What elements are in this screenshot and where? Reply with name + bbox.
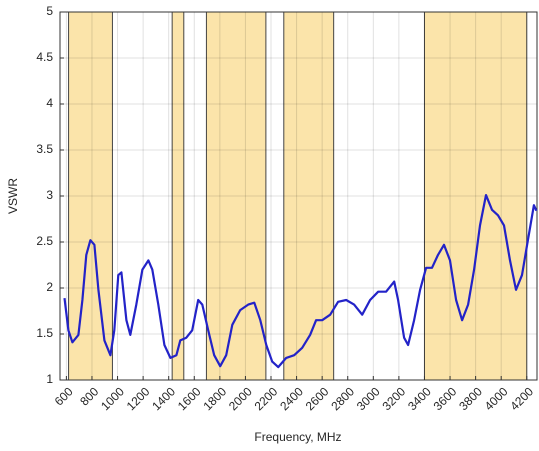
x-tick-label: 3400 xyxy=(405,384,434,413)
y-tick-label: 2.5 xyxy=(36,234,53,248)
series-line xyxy=(63,194,538,369)
y-axis-label: VSWR xyxy=(6,178,20,214)
y-tick-label: 3 xyxy=(46,188,53,202)
y-tick-label: 5 xyxy=(46,4,53,18)
y-tick-label: 1.5 xyxy=(36,326,53,340)
x-tick-label: 1800 xyxy=(200,384,229,413)
x-tick-label: 2400 xyxy=(277,384,306,413)
y-tick-label: 1 xyxy=(46,372,53,386)
y-tick-label: 4.5 xyxy=(36,50,53,64)
x-tick-label: 3000 xyxy=(354,384,383,413)
plot-frame xyxy=(59,11,538,381)
x-tick-label: 800 xyxy=(77,384,101,408)
y-tick-label: 2 xyxy=(46,280,53,294)
x-tick-label: 600 xyxy=(52,384,76,408)
x-tick-label: 3200 xyxy=(379,384,408,413)
x-tick-label: 1000 xyxy=(98,384,127,413)
y-tick-label: 3.5 xyxy=(36,142,53,156)
y-tick-label: 4 xyxy=(46,96,53,110)
x-tick-label: 4000 xyxy=(482,384,511,413)
x-tick-label: 1600 xyxy=(175,384,204,413)
band xyxy=(68,11,113,381)
x-tick-label: 2000 xyxy=(226,384,255,413)
x-tick-label: 3800 xyxy=(456,384,485,413)
x-tick-label: 3600 xyxy=(431,384,460,413)
x-tick-label: 1400 xyxy=(149,384,178,413)
x-tick-label: 1200 xyxy=(124,384,153,413)
x-axis-label: Frequency, MHz xyxy=(254,430,341,444)
x-tick-label: 2800 xyxy=(328,384,357,413)
x-tick-label: 4200 xyxy=(507,384,536,413)
x-tick-label: 2600 xyxy=(303,384,332,413)
x-tick-label: 2200 xyxy=(252,384,281,413)
